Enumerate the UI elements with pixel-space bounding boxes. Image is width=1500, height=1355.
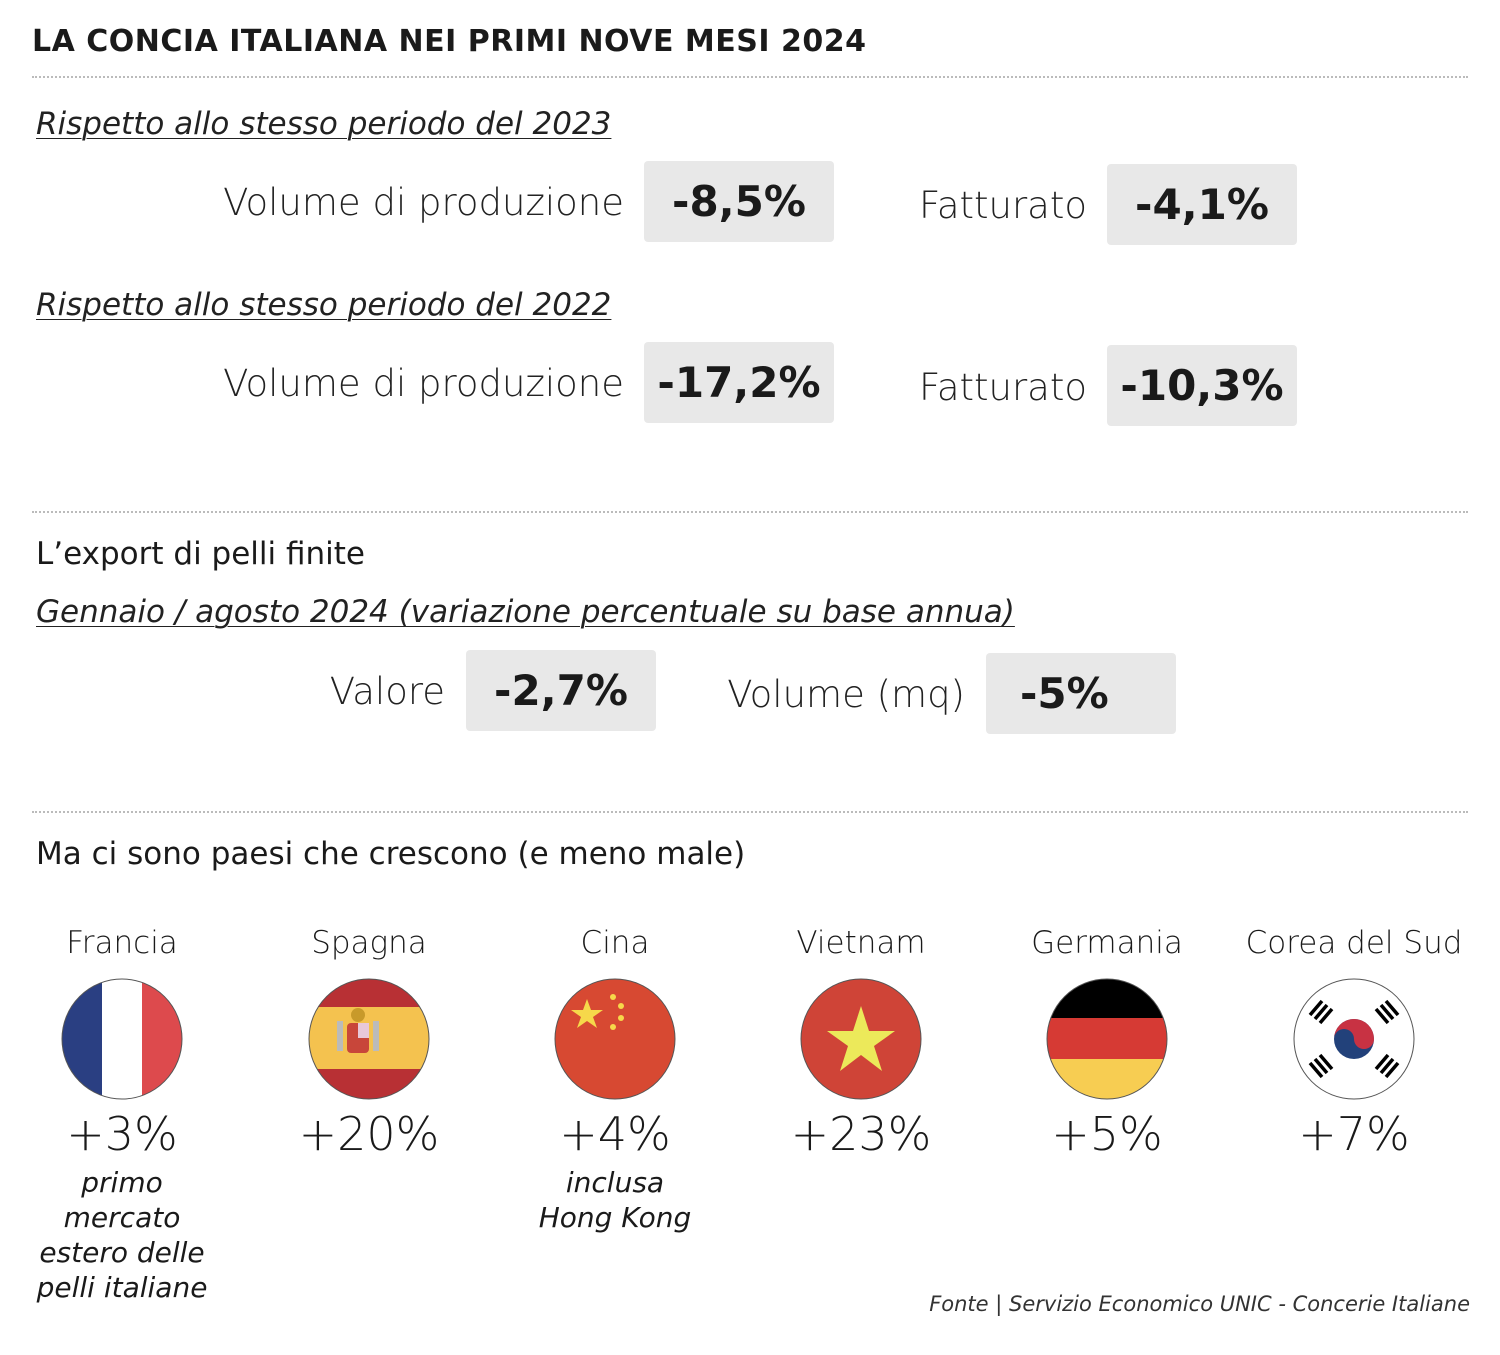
country-growth: +3% [66,1107,178,1161]
page-title: LA CONCIA ITALIANA NEI PRIMI NOVE MESI 2… [32,24,867,59]
south-korea-flag-icon [1293,978,1415,1100]
country-growth: +23% [790,1107,932,1161]
divider [32,76,1468,78]
country-name: Francia [66,925,178,961]
note-line: primo [81,1166,163,1199]
country-vietnam: Vietnam +23% [741,925,981,1161]
country-note: primo mercato estero delle pelli italiane [2,1165,242,1305]
note-line: inclusa [565,1166,665,1199]
volume-label-2023: Volume di produzione [223,181,624,224]
germany-flag-icon [1046,978,1168,1100]
france-flag-icon [61,978,183,1100]
country-name: Germania [1031,925,1183,961]
note-line: Hong Kong [538,1201,692,1234]
country-growth: +20% [298,1107,440,1161]
country-growth: +4% [559,1107,671,1161]
divider [32,811,1468,813]
export-value: -2,7% [466,650,656,731]
country-growth: +7% [1298,1107,1410,1161]
note-line: estero delle [39,1236,205,1269]
country-francia: Francia +3% primo mercato estero delle pelli … [2,925,242,1305]
vietnam-flag-icon [800,978,922,1100]
countries-heading: Ma ci sono paesi che crescono (e meno ma… [36,836,746,872]
country-name: Spagna [311,925,427,961]
export-value-label: Valore [329,670,445,713]
export-volume: -5% [986,653,1176,734]
note-line: mercato [63,1201,181,1234]
china-flag-icon [554,978,676,1100]
export-subheading: Gennaio / agosto 2024 (variazione percen… [36,594,1015,630]
revenue-label-2022: Fatturato [918,366,1087,409]
country-spagna: Spagna +20% [249,925,489,1161]
country-name: Corea del Sud [1245,925,1463,961]
section-heading-2022: Rispetto allo stesso periodo del 2022 [36,287,612,323]
volume-value-2022: -17,2% [644,342,834,423]
source-note: Fonte | Servizio Economico UNIC - Concer… [929,1292,1470,1316]
country-cina: Cina +4% inclusa Hong Kong [495,925,735,1235]
revenue-label-2023: Fatturato [918,184,1087,227]
country-growth: +5% [1051,1107,1163,1161]
revenue-value-2023: -4,1% [1107,164,1297,245]
country-germania: Germania +5% [987,925,1227,1161]
country-name: Vietnam [796,925,926,961]
country-note: inclusa Hong Kong [495,1165,735,1235]
export-heading: L’export di pelli finite [36,536,365,572]
section-heading-2023: Rispetto allo stesso periodo del 2023 [36,106,612,142]
country-corea-del-sud: Corea del Sud +7% [1234,925,1474,1161]
country-name: Cina [580,925,650,961]
revenue-value-2022: -10,3% [1107,345,1297,426]
note-line: pelli italiane [36,1271,208,1304]
divider [32,511,1468,513]
export-volume-label: Volume (mq) [727,673,965,716]
volume-value-2023: -8,5% [644,161,834,242]
spain-flag-icon [308,978,430,1100]
volume-label-2022: Volume di produzione [223,362,624,405]
